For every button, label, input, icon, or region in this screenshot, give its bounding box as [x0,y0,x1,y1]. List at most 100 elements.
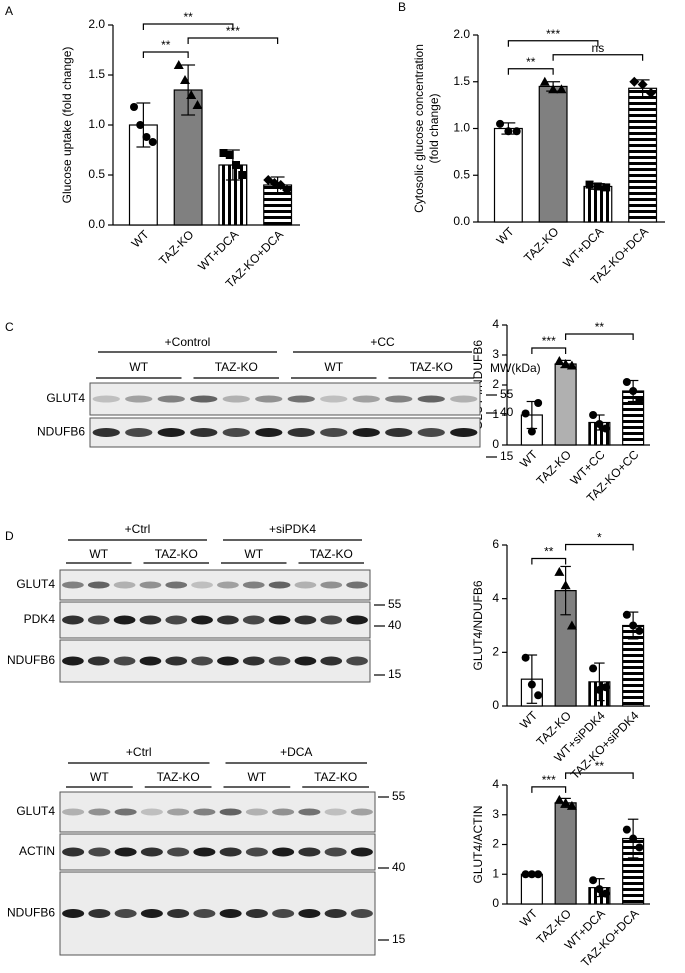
data-point [192,100,203,109]
group-label: +Ctrl [126,745,152,759]
data-point [589,664,598,673]
data-point [589,876,598,885]
band [320,656,343,666]
band [139,615,162,625]
band [219,847,242,857]
data-point [186,90,197,99]
significance-label: ** [183,10,193,24]
band [272,808,295,816]
significance-bracket [565,333,634,340]
data-point [521,653,530,662]
group-label: +Ctrl [125,522,151,536]
y-axis-label: GLUT4/NDUFB6 [471,580,485,670]
band [113,581,136,589]
data-point [622,378,631,386]
band [165,581,188,589]
data-point [219,149,228,157]
band [191,656,213,666]
panel-label: B [398,0,406,14]
blot-frame [59,601,371,639]
significance-bracket [565,543,634,551]
band [114,808,137,816]
data-point [622,610,631,619]
y-tick-label: 1.5 [88,67,105,81]
y-tick-label: 0.5 [453,167,470,181]
data-point [566,620,577,630]
row-label: PDK4 [24,612,56,626]
blot-frame [89,382,481,416]
y-tick-label: 4 [492,591,499,605]
data-point [136,121,145,129]
data-point [589,411,598,419]
band [272,909,295,918]
band [298,808,321,816]
data-point [539,76,550,86]
significance-bracket [531,786,567,793]
data-point [180,75,191,84]
x-tick-label: WT+DCA [195,227,241,273]
lane-label: WT [89,547,108,561]
mw-label: 55 [388,597,402,611]
band [139,581,162,589]
data-point [601,889,610,898]
group-label: +DCA [280,745,312,759]
bar [538,85,568,223]
band [324,909,347,918]
data-point [142,133,151,141]
panel-label: C [5,320,14,334]
band [114,909,137,918]
band [346,581,368,589]
y-tick-label: 2.0 [88,17,105,31]
panel-label: D [5,529,14,543]
blot-frame [59,833,376,871]
band [320,395,348,403]
data-point [512,127,521,136]
y-tick-label: 0 [492,896,499,910]
significance-label: *** [546,27,560,41]
data-point [554,794,565,804]
x-tick-label: TAZ-KO [156,227,196,267]
data-point [556,84,567,94]
significance-label: ** [595,320,605,334]
y-tick-label: 1 [492,407,499,421]
band [114,847,137,857]
blot-frame [59,871,376,956]
band [320,428,348,437]
blot-frame [59,791,376,833]
y-tick-label: 0.0 [88,217,105,231]
band [157,428,185,437]
band [268,656,291,666]
band [92,395,120,403]
data-point [566,360,577,370]
data-point [637,79,648,90]
band [125,395,153,403]
band [62,581,84,589]
x-tick-label: WT [494,224,518,248]
data-point [635,396,644,404]
band [268,581,291,589]
y-tick-label: 1.0 [453,121,470,135]
row-label: NDUFB6 [7,653,55,667]
band [450,428,478,437]
significance-bracket [531,347,567,354]
band [417,428,445,437]
significance-label: *** [226,24,240,38]
band [298,847,321,857]
x-tick-label: WT [517,708,541,732]
y-axis-label: Glucose uptake (fold change) [60,47,74,204]
bar [493,127,523,223]
band [346,656,368,666]
band [167,808,190,816]
band [62,909,85,918]
data-point [622,825,631,834]
data-point [629,834,638,843]
band [346,615,368,625]
panel-label: A [5,4,13,18]
lane-label: WT [244,547,263,561]
mw-label: 55 [500,387,514,401]
data-point [593,182,602,191]
significance-bracket [507,40,599,47]
band [324,808,347,816]
band [245,808,268,816]
